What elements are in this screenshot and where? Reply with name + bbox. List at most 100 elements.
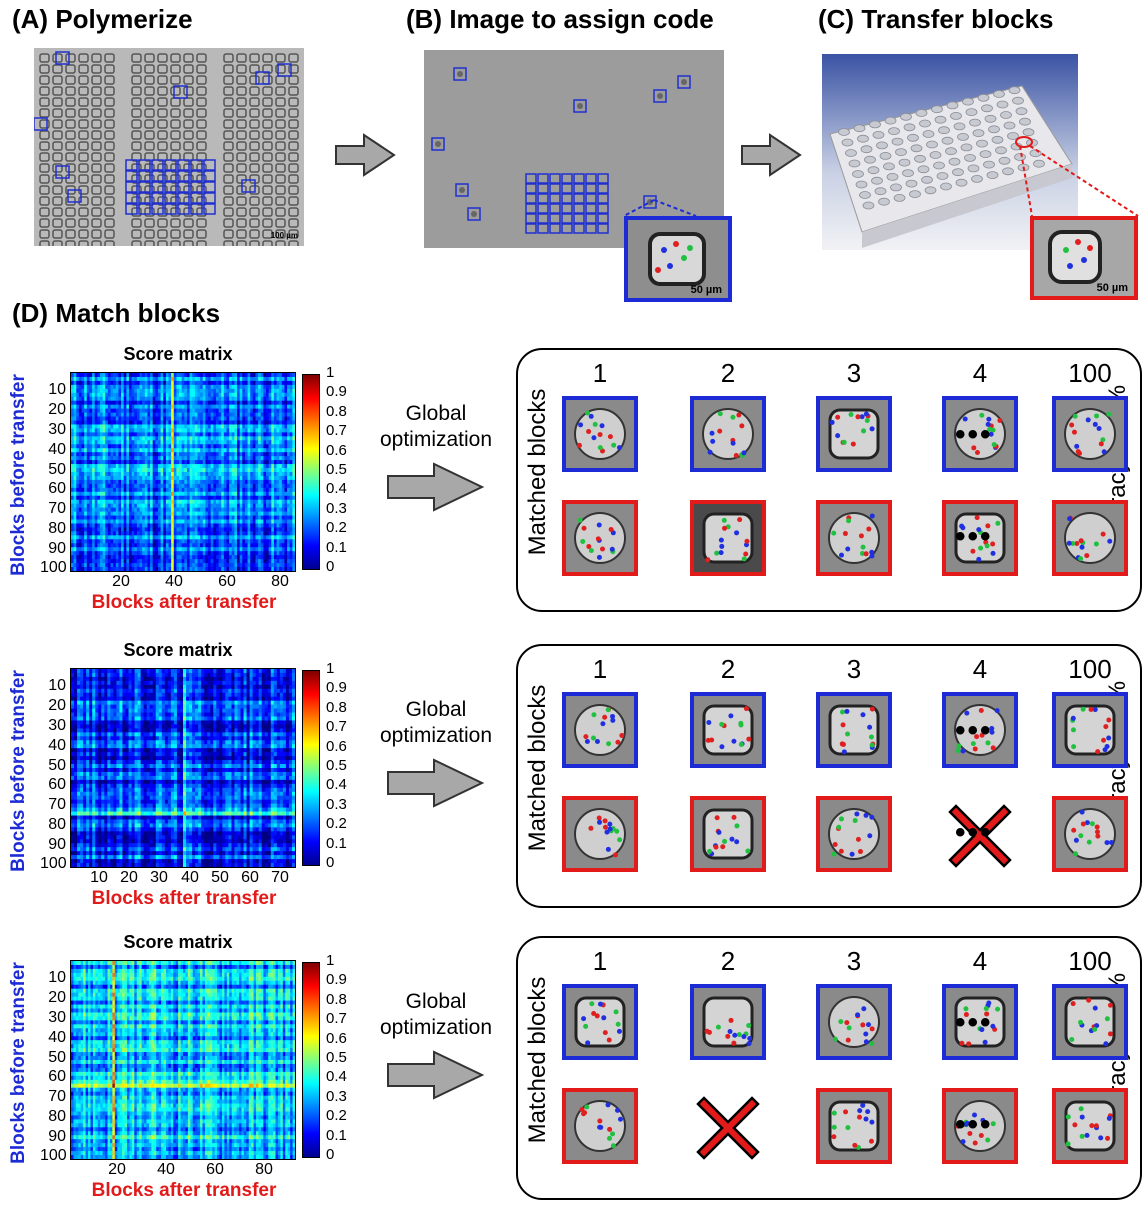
heatmap-cell — [226, 420, 230, 426]
heatmap-cell — [292, 483, 295, 489]
heatmap-cell — [179, 452, 183, 457]
block — [577, 103, 583, 109]
heatmap-cell — [128, 527, 133, 532]
heatmap-cell — [242, 468, 246, 473]
heatmap-cell — [84, 420, 88, 426]
heatmap-cell — [131, 551, 135, 556]
heatmap-cell — [142, 507, 146, 513]
heatmap-cell — [268, 404, 272, 410]
heatmap-cell — [210, 543, 214, 548]
heatmap-cell — [176, 507, 180, 513]
heatmap-cell — [118, 444, 122, 449]
microwell — [131, 53, 142, 63]
heatmap-cell — [237, 567, 241, 571]
heatmap-cell — [237, 388, 241, 394]
heatmap-cell — [279, 373, 283, 378]
heatmap-cell — [152, 373, 156, 378]
heatmap-cell — [192, 472, 196, 477]
well — [929, 151, 942, 159]
heatmap-cell — [136, 444, 141, 449]
heatmap-cell — [226, 440, 230, 445]
heatmap-cell — [281, 448, 286, 453]
heatmap-cell — [271, 491, 275, 497]
heatmap-cell — [179, 531, 183, 536]
heatmap-cell — [279, 420, 283, 426]
heatmap-cell — [186, 547, 191, 552]
heatmap-cell — [94, 384, 98, 390]
heatmap-cell — [234, 479, 238, 485]
heatmap-cell — [163, 452, 167, 457]
heatmap-cell — [81, 539, 85, 544]
heatmap-cell — [208, 495, 212, 501]
heatmap-cell — [102, 499, 106, 505]
heatmap-cell — [260, 456, 264, 461]
heatmap-cell — [89, 416, 93, 422]
heatmap-cell — [184, 412, 188, 418]
heatmap-cell — [173, 384, 178, 390]
heatmap-cell — [128, 523, 133, 529]
block-image — [566, 504, 634, 572]
heatmap-cell — [179, 551, 183, 556]
heatmap-cell — [223, 408, 228, 414]
heatmap-cell — [223, 511, 228, 517]
heatmap-cell — [255, 448, 259, 453]
heatmap-cell — [186, 420, 191, 426]
heatmap-cell — [284, 468, 288, 473]
heatmap-cell — [276, 515, 280, 521]
heatmap-cell — [94, 487, 98, 493]
heatmap-cell — [242, 448, 246, 453]
heatmap-cell — [71, 408, 75, 414]
code-marker — [177, 192, 190, 204]
heatmap-cell — [76, 563, 80, 568]
heatmap-cell — [263, 503, 267, 509]
well — [876, 141, 888, 150]
heatmap-cell — [181, 456, 185, 461]
microwell — [157, 64, 168, 74]
microwell — [223, 229, 234, 239]
heatmap-cell — [168, 475, 172, 481]
heatmap-cell — [160, 563, 164, 568]
heatmap-cell — [181, 499, 185, 505]
well — [967, 164, 980, 173]
heatmap-cell — [165, 559, 170, 564]
heatmap-cell — [202, 567, 206, 571]
heatmap-cell — [239, 444, 243, 449]
heatmap-cell — [208, 436, 212, 441]
heatmap-cell — [171, 487, 175, 493]
heatmap-cell — [163, 499, 167, 505]
heatmap-cell — [118, 487, 122, 493]
heatmap-cell — [115, 432, 120, 437]
heatmap-cell — [231, 412, 235, 418]
heatmap-cell — [218, 460, 222, 465]
heatmap-cell — [218, 412, 222, 418]
heatmap-cell — [202, 535, 206, 540]
heatmap-cell — [239, 535, 243, 540]
heatmap-cell — [239, 559, 243, 564]
heatmap-cell — [94, 563, 98, 568]
heatmap-cell — [78, 547, 83, 552]
heatmap-cell — [244, 420, 249, 426]
microwell — [262, 218, 273, 228]
heatmap-cell — [186, 468, 191, 473]
heatmap-cell — [128, 376, 133, 382]
heatmap-cell — [171, 543, 175, 548]
heatmap-cell — [179, 539, 183, 544]
heatmap-cell — [131, 440, 135, 445]
heatmap-cell — [200, 436, 204, 441]
fluorescent-particle — [730, 440, 736, 446]
heatmap-cell — [258, 384, 262, 390]
heatmap-cell — [150, 519, 154, 525]
heatmap-cell — [126, 535, 130, 540]
heatmap-cell — [73, 559, 77, 564]
heatmap-cell — [263, 535, 267, 540]
heatmap-cell — [218, 523, 222, 529]
heatmap-cell — [176, 503, 180, 509]
heatmap-cell — [260, 468, 264, 473]
heatmap-cell — [152, 464, 156, 469]
heatmap-cell — [168, 472, 172, 477]
heatmap-cell — [247, 392, 251, 398]
heatmap-cell — [134, 432, 138, 437]
heatmap-cell — [226, 515, 230, 521]
heatmap-cell — [78, 523, 83, 529]
heatmap-cell — [205, 547, 209, 552]
